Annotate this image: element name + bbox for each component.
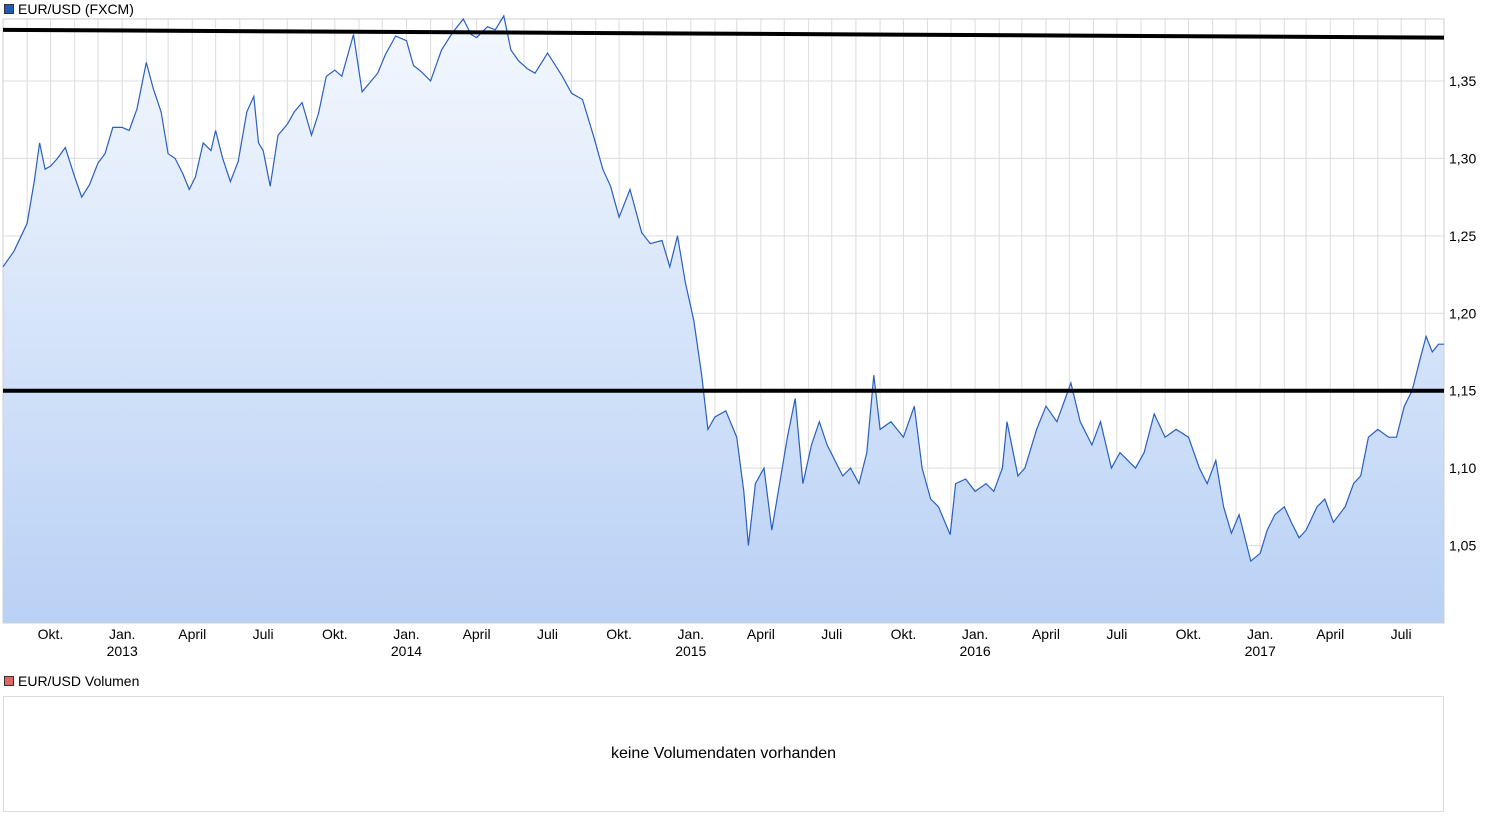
price-area	[3, 15, 1444, 623]
resistance-line	[2, 27, 1445, 40]
price-legend-swatch	[4, 4, 14, 14]
price-legend-label: EUR/USD (FXCM)	[18, 1, 134, 17]
plot-frame	[2, 18, 1445, 624]
volume-empty-message: keine Volumendaten vorhanden	[610, 745, 837, 762]
y-tick-label: 1,15	[1449, 383, 1476, 399]
x-tick-label: Jan.	[962, 626, 988, 642]
price-line	[2, 14, 1444, 563]
x-tick-label: Okt.	[891, 626, 917, 642]
x-tick-label: Jan.	[678, 626, 704, 642]
x-tick-year-label: 2016	[960, 643, 991, 659]
x-tick-year-label: 2015	[675, 643, 706, 659]
x-tick-label: April	[1316, 626, 1344, 642]
x-tick-label: April	[747, 626, 775, 642]
volume-panel: keine Volumendaten vorhanden	[3, 696, 1444, 812]
x-tick-label: Juli	[1391, 626, 1412, 642]
x-tick-label: Jan.	[109, 626, 135, 642]
volume-legend-label: EUR/USD Volumen	[18, 673, 140, 689]
x-tick-label: Juli	[1106, 626, 1127, 642]
x-tick-label: April	[178, 626, 206, 642]
x-tick-year-label: 2014	[391, 643, 422, 659]
price-legend: EUR/USD (FXCM)	[4, 1, 134, 17]
x-tick-label: Jan.	[1247, 626, 1273, 642]
x-tick-label: Okt.	[606, 626, 632, 642]
volume-legend: EUR/USD Volumen	[4, 673, 139, 689]
y-tick-label: 1,10	[1449, 460, 1476, 476]
y-tick-label: 1,20	[1449, 305, 1476, 321]
x-tick-label: Juli	[253, 626, 274, 642]
y-tick-label: 1,05	[1449, 538, 1476, 554]
y-tick-label: 1,30	[1449, 150, 1476, 166]
x-tick-year-label: 2017	[1245, 643, 1276, 659]
x-tick-year-label: 2013	[107, 643, 138, 659]
x-tick-label: Juli	[821, 626, 842, 642]
price-chart: 1,051,101,151,201,251,301,35 Okt. Jan.201…	[2, 14, 1476, 659]
x-tick-label: Okt.	[1176, 626, 1202, 642]
y-tick-label: 1,25	[1449, 228, 1476, 244]
x-tick-label: Okt.	[322, 626, 348, 642]
x-tick-label: Jan.	[393, 626, 419, 642]
x-tick-label: April	[1032, 626, 1060, 642]
x-tick-label: Okt.	[38, 626, 64, 642]
x-tick-label: Juli	[537, 626, 558, 642]
x-tick-label: April	[463, 626, 491, 642]
y-tick-label: 1,35	[1449, 73, 1476, 89]
volume-legend-swatch	[4, 676, 14, 686]
